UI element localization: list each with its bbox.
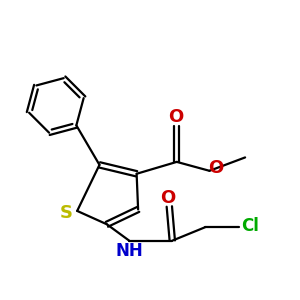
Text: O: O — [169, 108, 184, 126]
Text: O: O — [160, 189, 176, 207]
Text: O: O — [208, 159, 223, 177]
Text: Cl: Cl — [242, 217, 260, 235]
Text: S: S — [59, 204, 72, 222]
Text: NH: NH — [115, 242, 143, 260]
